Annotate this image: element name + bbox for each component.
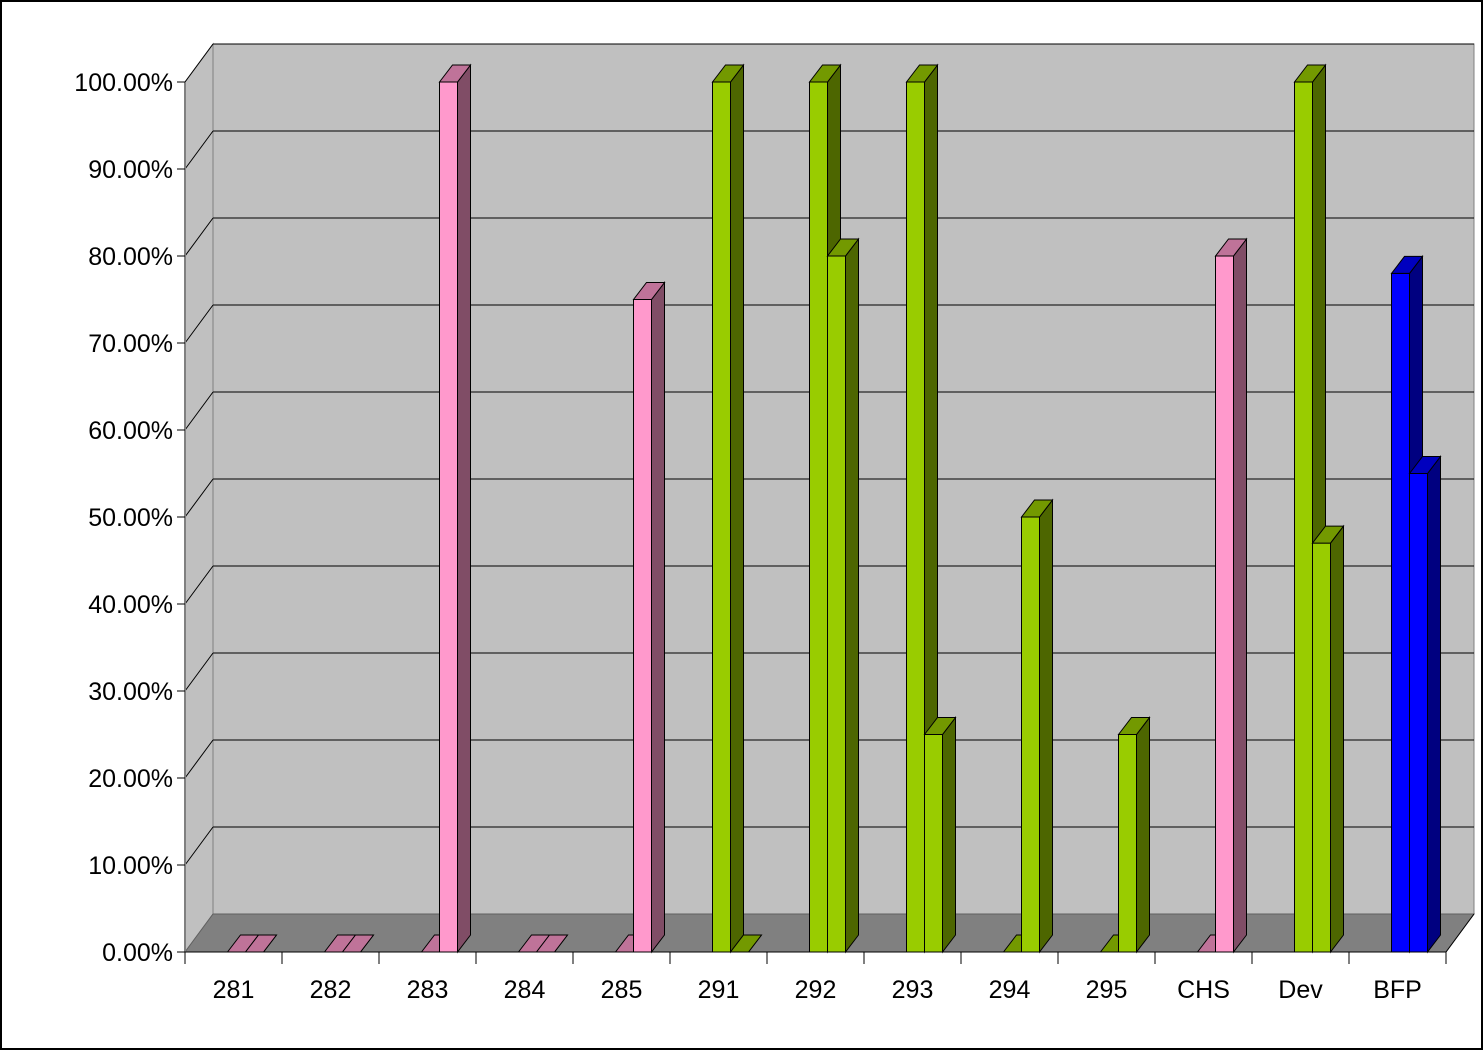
- bar-s2-293: [923, 716, 957, 954]
- x-tick-label: 291: [698, 976, 740, 1004]
- x-tick-label: 283: [407, 976, 449, 1004]
- bar-top: [808, 64, 842, 83]
- gridline-side: [184, 739, 214, 779]
- bar-top: [1020, 499, 1054, 518]
- bar-front: [1391, 272, 1410, 953]
- bar-front: [712, 81, 731, 953]
- x-tick-label: 281: [213, 976, 255, 1004]
- bar-s2-292: [826, 237, 860, 954]
- bar-side: [845, 237, 859, 954]
- bar-s1-291: [711, 63, 745, 954]
- x-tick-label: CHS: [1177, 976, 1230, 1004]
- bar-side: [1233, 237, 1247, 954]
- bar-side: [1330, 524, 1344, 954]
- bar-side: [942, 716, 956, 954]
- bar-s2-294: [1020, 498, 1054, 954]
- y-tick-label: 10.00%: [88, 852, 173, 880]
- bar-top: [826, 238, 860, 257]
- bar-side: [651, 281, 665, 954]
- y-tick-label: 60.00%: [88, 417, 173, 445]
- gridline-side: [184, 391, 214, 431]
- bar-top: [1117, 717, 1151, 735]
- y-tick-label: 90.00%: [88, 156, 173, 184]
- bar-side: [457, 63, 471, 954]
- bar-top: [1293, 64, 1327, 83]
- y-tick-label: 100.00%: [74, 69, 173, 97]
- bar-top: [1214, 238, 1248, 257]
- x-tick-label: 293: [892, 976, 934, 1004]
- gridline-side: [184, 826, 214, 866]
- x-tick-label: BFP: [1373, 976, 1422, 1004]
- bar-front: [439, 81, 458, 953]
- bar-front: [1409, 473, 1428, 953]
- bar-s2-285: [632, 281, 666, 954]
- axes: [177, 81, 1475, 964]
- bar-front: [1294, 81, 1313, 953]
- y-tick-label: 50.00%: [88, 504, 173, 532]
- bar-s2-283: [438, 63, 472, 954]
- x-tick-label: 282: [310, 976, 352, 1004]
- x-tick-label: 285: [601, 976, 643, 1004]
- gridline-side: [184, 652, 214, 692]
- x-tick-labels: 281 282 283 284 285 291 292 293 294 295 CHS Dev BFP: [213, 976, 1422, 1004]
- y-tick-label: 20.00%: [88, 765, 173, 793]
- bar-front: [633, 299, 652, 953]
- x-tick-label: 295: [1086, 976, 1128, 1004]
- bar-top: [711, 64, 745, 83]
- bar-side: [1136, 716, 1150, 954]
- x-tick-label: 294: [989, 976, 1031, 1004]
- bar-top: [632, 282, 666, 300]
- bar-front: [906, 81, 925, 953]
- bar-front: [1215, 255, 1234, 953]
- x-tick-label: 292: [795, 976, 837, 1004]
- bar-s2-Dev: [1311, 524, 1345, 954]
- x-tick-label: Dev: [1278, 976, 1323, 1004]
- bar-side: [1427, 455, 1441, 954]
- bar-top: [438, 64, 472, 83]
- bar-top: [1390, 255, 1424, 274]
- floor-edge: [1445, 913, 1475, 953]
- bar-front: [1312, 542, 1331, 953]
- bar-front: [827, 255, 846, 953]
- gridline-side: [184, 304, 214, 344]
- bar-s2-BFP: [1408, 455, 1442, 954]
- y-tick-labels: 0.00% 10.00% 20.00% 30.00% 40.00% 50.00% 60.00…: [74, 69, 173, 967]
- bar-side: [1039, 498, 1053, 954]
- bar-s2-295: [1117, 716, 1151, 954]
- bar-top: [905, 64, 939, 83]
- bars: [226, 63, 1442, 954]
- bar-front: [1021, 516, 1040, 953]
- gridline-side: [184, 565, 214, 605]
- y-tick-label: 40.00%: [88, 591, 173, 619]
- y-tick-label: 0.00%: [102, 939, 173, 967]
- y-tick-label: 30.00%: [88, 678, 173, 706]
- gridline-side: [184, 43, 214, 83]
- bar-side: [730, 63, 744, 954]
- bar-front: [809, 81, 828, 953]
- x-tick-label: 284: [504, 976, 546, 1004]
- gridline-side: [184, 478, 214, 518]
- y-tick-label: 80.00%: [88, 243, 173, 271]
- bar-front: [924, 734, 943, 953]
- bar-s2-CHS: [1214, 237, 1248, 954]
- y-tick-label: 70.00%: [88, 330, 173, 358]
- bar-top: [1311, 525, 1345, 544]
- bar-top: [923, 717, 957, 735]
- gridline-side: [184, 130, 214, 170]
- gridline-side: [184, 217, 214, 257]
- bar-top: [1408, 456, 1442, 474]
- bar-front: [1118, 734, 1137, 953]
